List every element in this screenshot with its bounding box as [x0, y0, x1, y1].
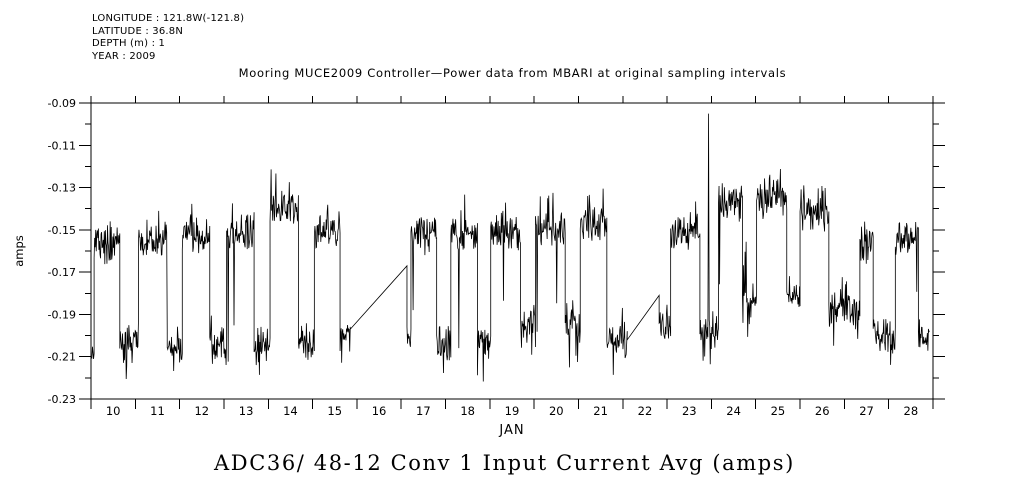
x-tick-label: 13: [239, 404, 254, 418]
x-tick-label: 23: [682, 404, 697, 418]
longitude-label: LONGITUDE : 121.8W(-121.8): [92, 13, 245, 24]
x-tick-label: 17: [416, 404, 431, 418]
x-tick-label: 28: [904, 404, 919, 418]
y-tick-label: -0.15: [48, 224, 76, 237]
depth-label: DEPTH (m) : 1: [92, 38, 166, 49]
x-tick-label: 15: [327, 404, 342, 418]
data-trace: [91, 113, 930, 382]
y-tick-label: -0.21: [48, 351, 76, 364]
year-label: YEAR : 2009: [92, 50, 156, 62]
x-tick-label: 27: [859, 404, 874, 418]
x-tick-label: 26: [815, 404, 830, 418]
y-tick-label: -0.13: [48, 182, 76, 195]
chart-title: Mooring MUCE2009 Controller—Power data f…: [238, 66, 787, 80]
x-tick-label: 14: [283, 404, 298, 418]
x-tick-label: 25: [771, 404, 786, 418]
latitude-label: LATITUDE : 36.8N: [92, 25, 184, 37]
x-tick-label: 12: [194, 404, 209, 418]
x-axis-label: JAN: [498, 423, 524, 438]
y-tick-label: -0.09: [48, 97, 76, 110]
y-tick-label: -0.23: [48, 393, 76, 406]
y-tick-label: -0.17: [48, 266, 76, 279]
station-info-block: LONGITUDE : 121.8W(-121.8) LATITUDE : 36…: [92, 13, 244, 63]
y-axis-label: amps: [12, 235, 26, 267]
x-tick-label: 21: [593, 404, 608, 418]
x-tick-label: 20: [549, 404, 564, 418]
x-tick-label: 11: [150, 404, 165, 418]
y-tick-label: -0.19: [48, 308, 76, 321]
x-tick-label: 22: [638, 404, 653, 418]
x-tick-label: 24: [726, 404, 741, 418]
x-tick-label: 19: [505, 404, 520, 418]
x-tick-label: 16: [372, 404, 387, 418]
x-tick-label: 10: [106, 404, 121, 418]
chart-footer-title: ADC36/ 48-12 Conv 1 Input Current Avg (a…: [214, 451, 795, 475]
y-tick-label: -0.11: [48, 139, 76, 152]
x-tick-label: 18: [460, 404, 475, 418]
